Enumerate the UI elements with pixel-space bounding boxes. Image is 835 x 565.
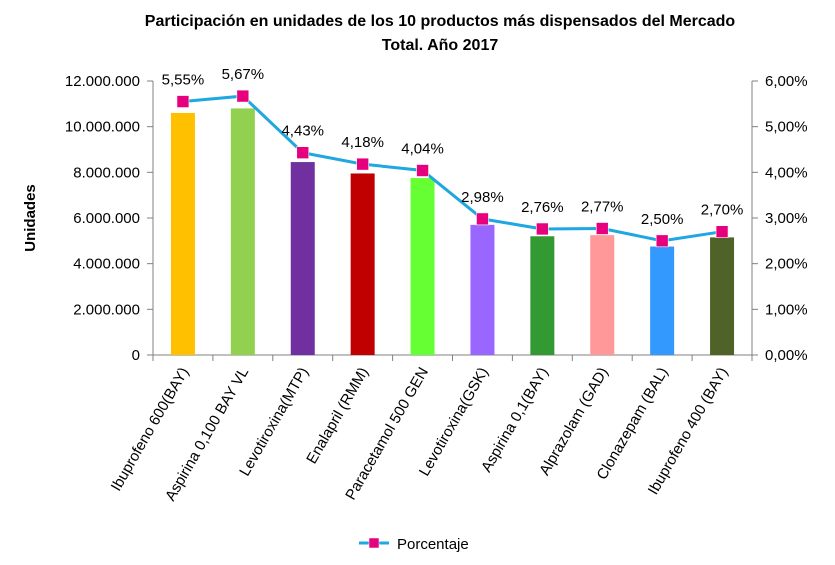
data-label: 4,04% <box>401 141 444 158</box>
data-label: 4,43% <box>281 123 324 140</box>
percentage-marker <box>416 164 429 177</box>
legend: Porcentaje <box>359 536 469 553</box>
percentage-marker <box>296 146 310 159</box>
data-label: 5,67% <box>222 66 265 83</box>
y-tick-label: 0 <box>132 347 140 364</box>
percentage-marker <box>655 234 669 248</box>
chart-title: Participación en unidades de los 10 prod… <box>145 13 736 54</box>
category-label: Aspirina 0,1(BAY) <box>478 365 552 476</box>
bar <box>350 173 375 355</box>
y2-tick-label: 4,00% <box>765 164 808 181</box>
bar <box>650 246 675 355</box>
category-labels: Ibuprofeno 600(BAY)Aspirina 0,100 BAY VL… <box>108 364 732 503</box>
bar <box>530 236 555 355</box>
legend-label: Porcentaje <box>397 536 469 553</box>
y-tick-label: 2.000.000 <box>73 301 140 318</box>
data-label: 4,18% <box>341 134 384 151</box>
legend-marker-icon <box>368 537 380 549</box>
y2-tick-label: 6,00% <box>765 73 808 90</box>
percentage-marker <box>595 222 609 235</box>
y-tick-label: 10.000.000 <box>65 119 140 136</box>
percentage-series-line <box>182 94 723 243</box>
y2-tick-label: 5,00% <box>765 119 808 136</box>
percentage-marker <box>536 222 549 236</box>
chart-title-line: Total. Año 2017 <box>382 37 499 54</box>
bar <box>590 235 615 355</box>
bar <box>290 162 315 355</box>
percentage-marker <box>356 157 369 171</box>
y2-tick-label: 2,00% <box>765 256 808 273</box>
bar <box>170 112 195 355</box>
bar <box>410 178 435 355</box>
bar <box>470 224 495 355</box>
y-tick-label: 4.000.000 <box>73 256 140 273</box>
percentage-marker <box>715 225 729 238</box>
percentage-marker <box>176 95 190 108</box>
percentage-marker <box>236 89 250 103</box>
y-tick-label: 12.000.000 <box>65 73 140 90</box>
data-label: 2,70% <box>701 202 744 219</box>
y-tick-label: 8.000.000 <box>73 164 140 181</box>
data-label: 2,98% <box>461 189 504 206</box>
y2-tick-label: 3,00% <box>765 210 808 227</box>
y-axis-label: Unidades <box>22 184 39 252</box>
percentage-marker <box>476 212 489 226</box>
category-label: Enalapril (RMM) <box>303 365 372 467</box>
category-label: Levotiroxina(MTP) <box>236 365 312 480</box>
data-label: 5,55% <box>162 72 205 89</box>
y2-tick-label: 0,00% <box>765 347 808 364</box>
percentage-line: 5,55% 5,67% 4,43% 4,18% 4,04% 2,98% 2,76% 2,77%… <box>162 66 744 248</box>
axes: 0 2.000.000 4.000.000 6.000.000 8.000.000 10.… <box>65 73 808 364</box>
data-label: 2,77% <box>581 199 624 216</box>
bar <box>710 237 735 355</box>
chart-title-line: Participación en unidades de los 10 prod… <box>145 13 736 30</box>
bar <box>230 108 255 356</box>
y2-tick-label: 1,00% <box>765 301 808 318</box>
y-tick-label: 6.000.000 <box>73 210 140 227</box>
data-label: 2,76% <box>521 199 564 216</box>
bars <box>170 108 735 356</box>
data-label: 2,50% <box>641 211 684 228</box>
